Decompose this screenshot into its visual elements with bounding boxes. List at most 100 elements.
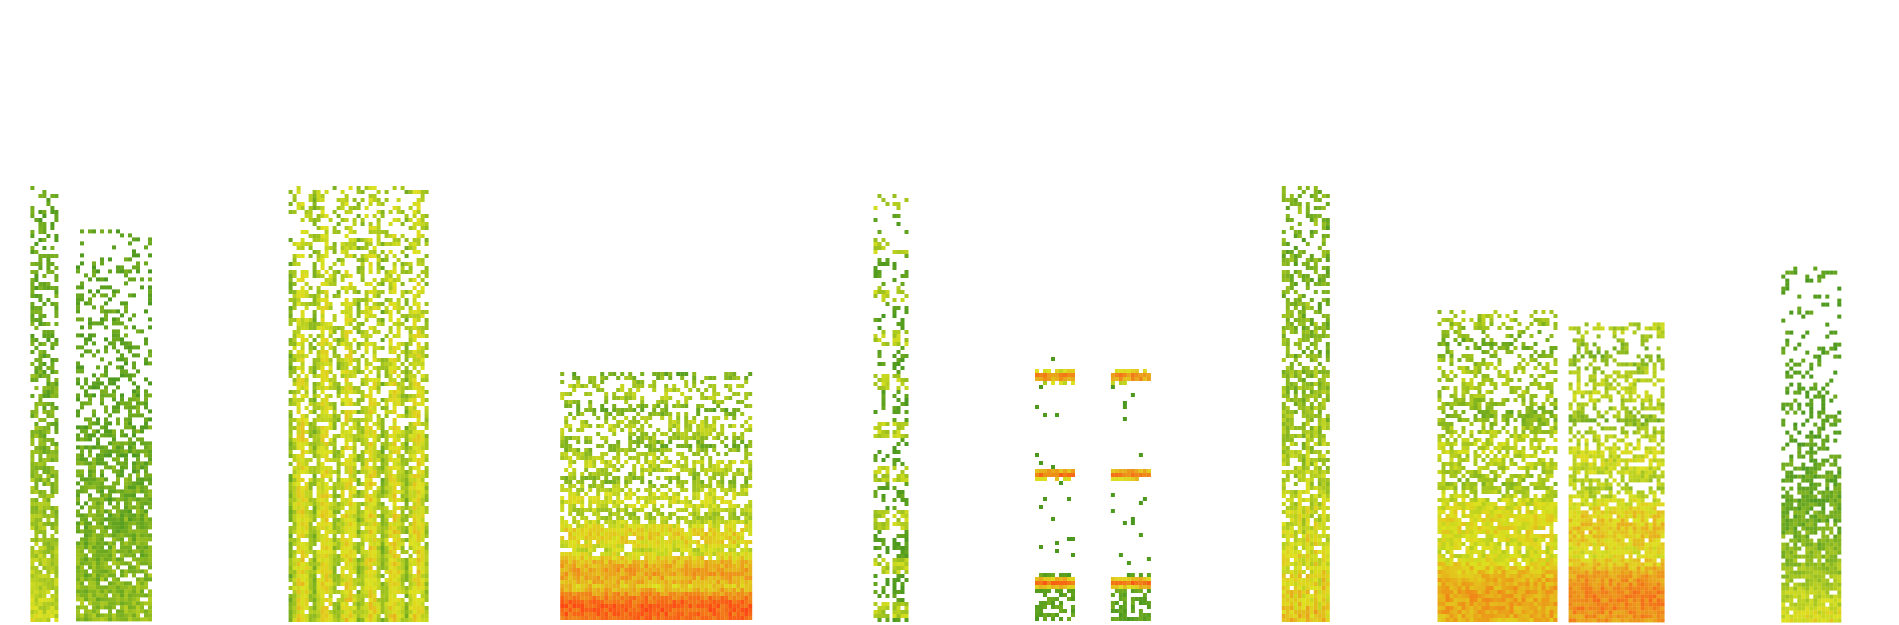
spectrogram-cell: [348, 494, 353, 498]
spectrogram-cell: [320, 606, 325, 610]
spectrogram-cell: [596, 516, 601, 520]
spectrogram-cell: [424, 490, 429, 494]
spectrogram-cell: [408, 610, 413, 614]
spectrogram-cell: [312, 190, 317, 194]
spectrogram-cell: [364, 554, 369, 558]
spectrogram-cell: [408, 382, 413, 386]
spectrogram-cell: [588, 392, 593, 396]
spectrogram-cell: [568, 564, 573, 568]
spectrogram-cell: [50, 458, 55, 462]
spectrogram-cell: [328, 514, 333, 518]
spectrogram-cell: [38, 582, 43, 586]
spectrogram-cell: [572, 604, 577, 608]
spectrogram-cell: [344, 578, 349, 582]
spectrogram-cell: [54, 518, 59, 522]
spectrogram-cell: [132, 253, 136, 258]
spectrogram-cell: [392, 426, 397, 430]
spectrogram-cell: [396, 326, 401, 330]
spectrogram-cell: [88, 505, 92, 510]
spectrogram-cell: [568, 496, 573, 500]
spectrogram-cell: [352, 318, 357, 322]
spectrogram-cell: [304, 290, 309, 294]
spectrogram-cell: [420, 258, 425, 262]
spectrogram-cell: [292, 354, 297, 358]
spectrogram-cell: [420, 222, 425, 226]
spectrogram-cell: [408, 510, 413, 514]
spectrogram-cell: [392, 430, 397, 434]
spectrogram-cell: [632, 568, 637, 572]
spectrogram-cell: [352, 486, 357, 490]
spectrogram-cell: [596, 568, 601, 572]
spectrogram-cell: [336, 466, 341, 470]
spectrogram-cell: [372, 542, 377, 546]
spectrogram-cell: [628, 436, 633, 440]
spectrogram-cell: [304, 502, 309, 506]
spectrogram-cell: [38, 294, 43, 298]
spectrogram-cell: [292, 382, 297, 386]
spectrogram-cell: [42, 402, 47, 406]
spectrogram-cell: [412, 602, 417, 606]
spectrogram-cell: [34, 502, 39, 506]
spectrogram-cell: [144, 361, 148, 366]
spectrogram-cell: [372, 514, 377, 518]
spectrogram-cell: [324, 322, 329, 326]
spectrogram-cell: [92, 485, 96, 490]
spectrogram-cell: [392, 362, 397, 366]
spectrogram-cell: [580, 592, 585, 596]
spectrogram-cell: [108, 453, 112, 458]
spectrogram-cell: [76, 461, 80, 466]
spectrogram-cell: [628, 476, 633, 480]
spectrogram-cell: [116, 449, 120, 454]
spectrogram-cell: [408, 410, 413, 414]
spectrogram-cell: [580, 472, 585, 476]
spectrogram-cell: [54, 610, 59, 614]
spectrogram-cell: [360, 442, 365, 446]
spectrogram-cell: [308, 514, 313, 518]
spectrogram-cell: [120, 529, 124, 534]
spectrogram-cell: [80, 505, 84, 510]
spectrogram-cell: [324, 402, 329, 406]
spectrogram-cell: [364, 422, 369, 426]
spectrogram-cell: [84, 417, 88, 422]
spectrogram-cell: [308, 538, 313, 542]
spectrogram-cell: [408, 526, 413, 530]
spectrogram-cell: [88, 533, 92, 538]
spectrogram-cell: [376, 538, 381, 542]
spectrogram-cell: [144, 509, 148, 514]
spectrogram-cell: [316, 198, 321, 202]
spectrogram-cell: [46, 438, 51, 442]
spectrogram-cell: [34, 586, 39, 590]
spectrogram-cell: [396, 198, 401, 202]
spectrogram-cell: [344, 334, 349, 338]
spectrogram-cell: [612, 540, 617, 544]
spectrogram-cell: [308, 458, 313, 462]
spectrogram-cell: [332, 374, 337, 378]
spectrogram-cell: [344, 438, 349, 442]
spectrogram-cell: [400, 514, 405, 518]
spectrogram-cell: [372, 214, 377, 218]
spectrogram-cell: [128, 601, 132, 606]
spectrogram-cell: [364, 502, 369, 506]
spectrogram-cell: [324, 598, 329, 602]
spectrogram-cell: [288, 502, 293, 506]
spectrogram-cell: [608, 508, 613, 512]
spectrogram-cell: [372, 470, 377, 474]
spectrogram-cell: [84, 489, 88, 494]
spectrogram-cell: [92, 321, 96, 326]
spectrogram-cell: [148, 597, 152, 602]
spectrogram-cell: [584, 604, 589, 608]
spectrogram-cell: [328, 306, 333, 310]
spectrogram-cell: [38, 194, 43, 198]
spectrogram-cell: [624, 576, 629, 580]
spectrogram-cell: [424, 378, 429, 382]
spectrogram-cell: [628, 560, 633, 564]
spectrogram-cell: [112, 465, 116, 470]
spectrogram-cell: [568, 504, 573, 508]
spectrogram-cell: [408, 350, 413, 354]
spectrogram-cell: [344, 218, 349, 222]
spectrogram-cell: [340, 370, 345, 374]
spectrogram-cell: [84, 529, 88, 534]
spectrogram-cell: [344, 606, 349, 610]
spectrogram-cell: [600, 408, 605, 412]
spectrogram-cell: [124, 533, 128, 538]
